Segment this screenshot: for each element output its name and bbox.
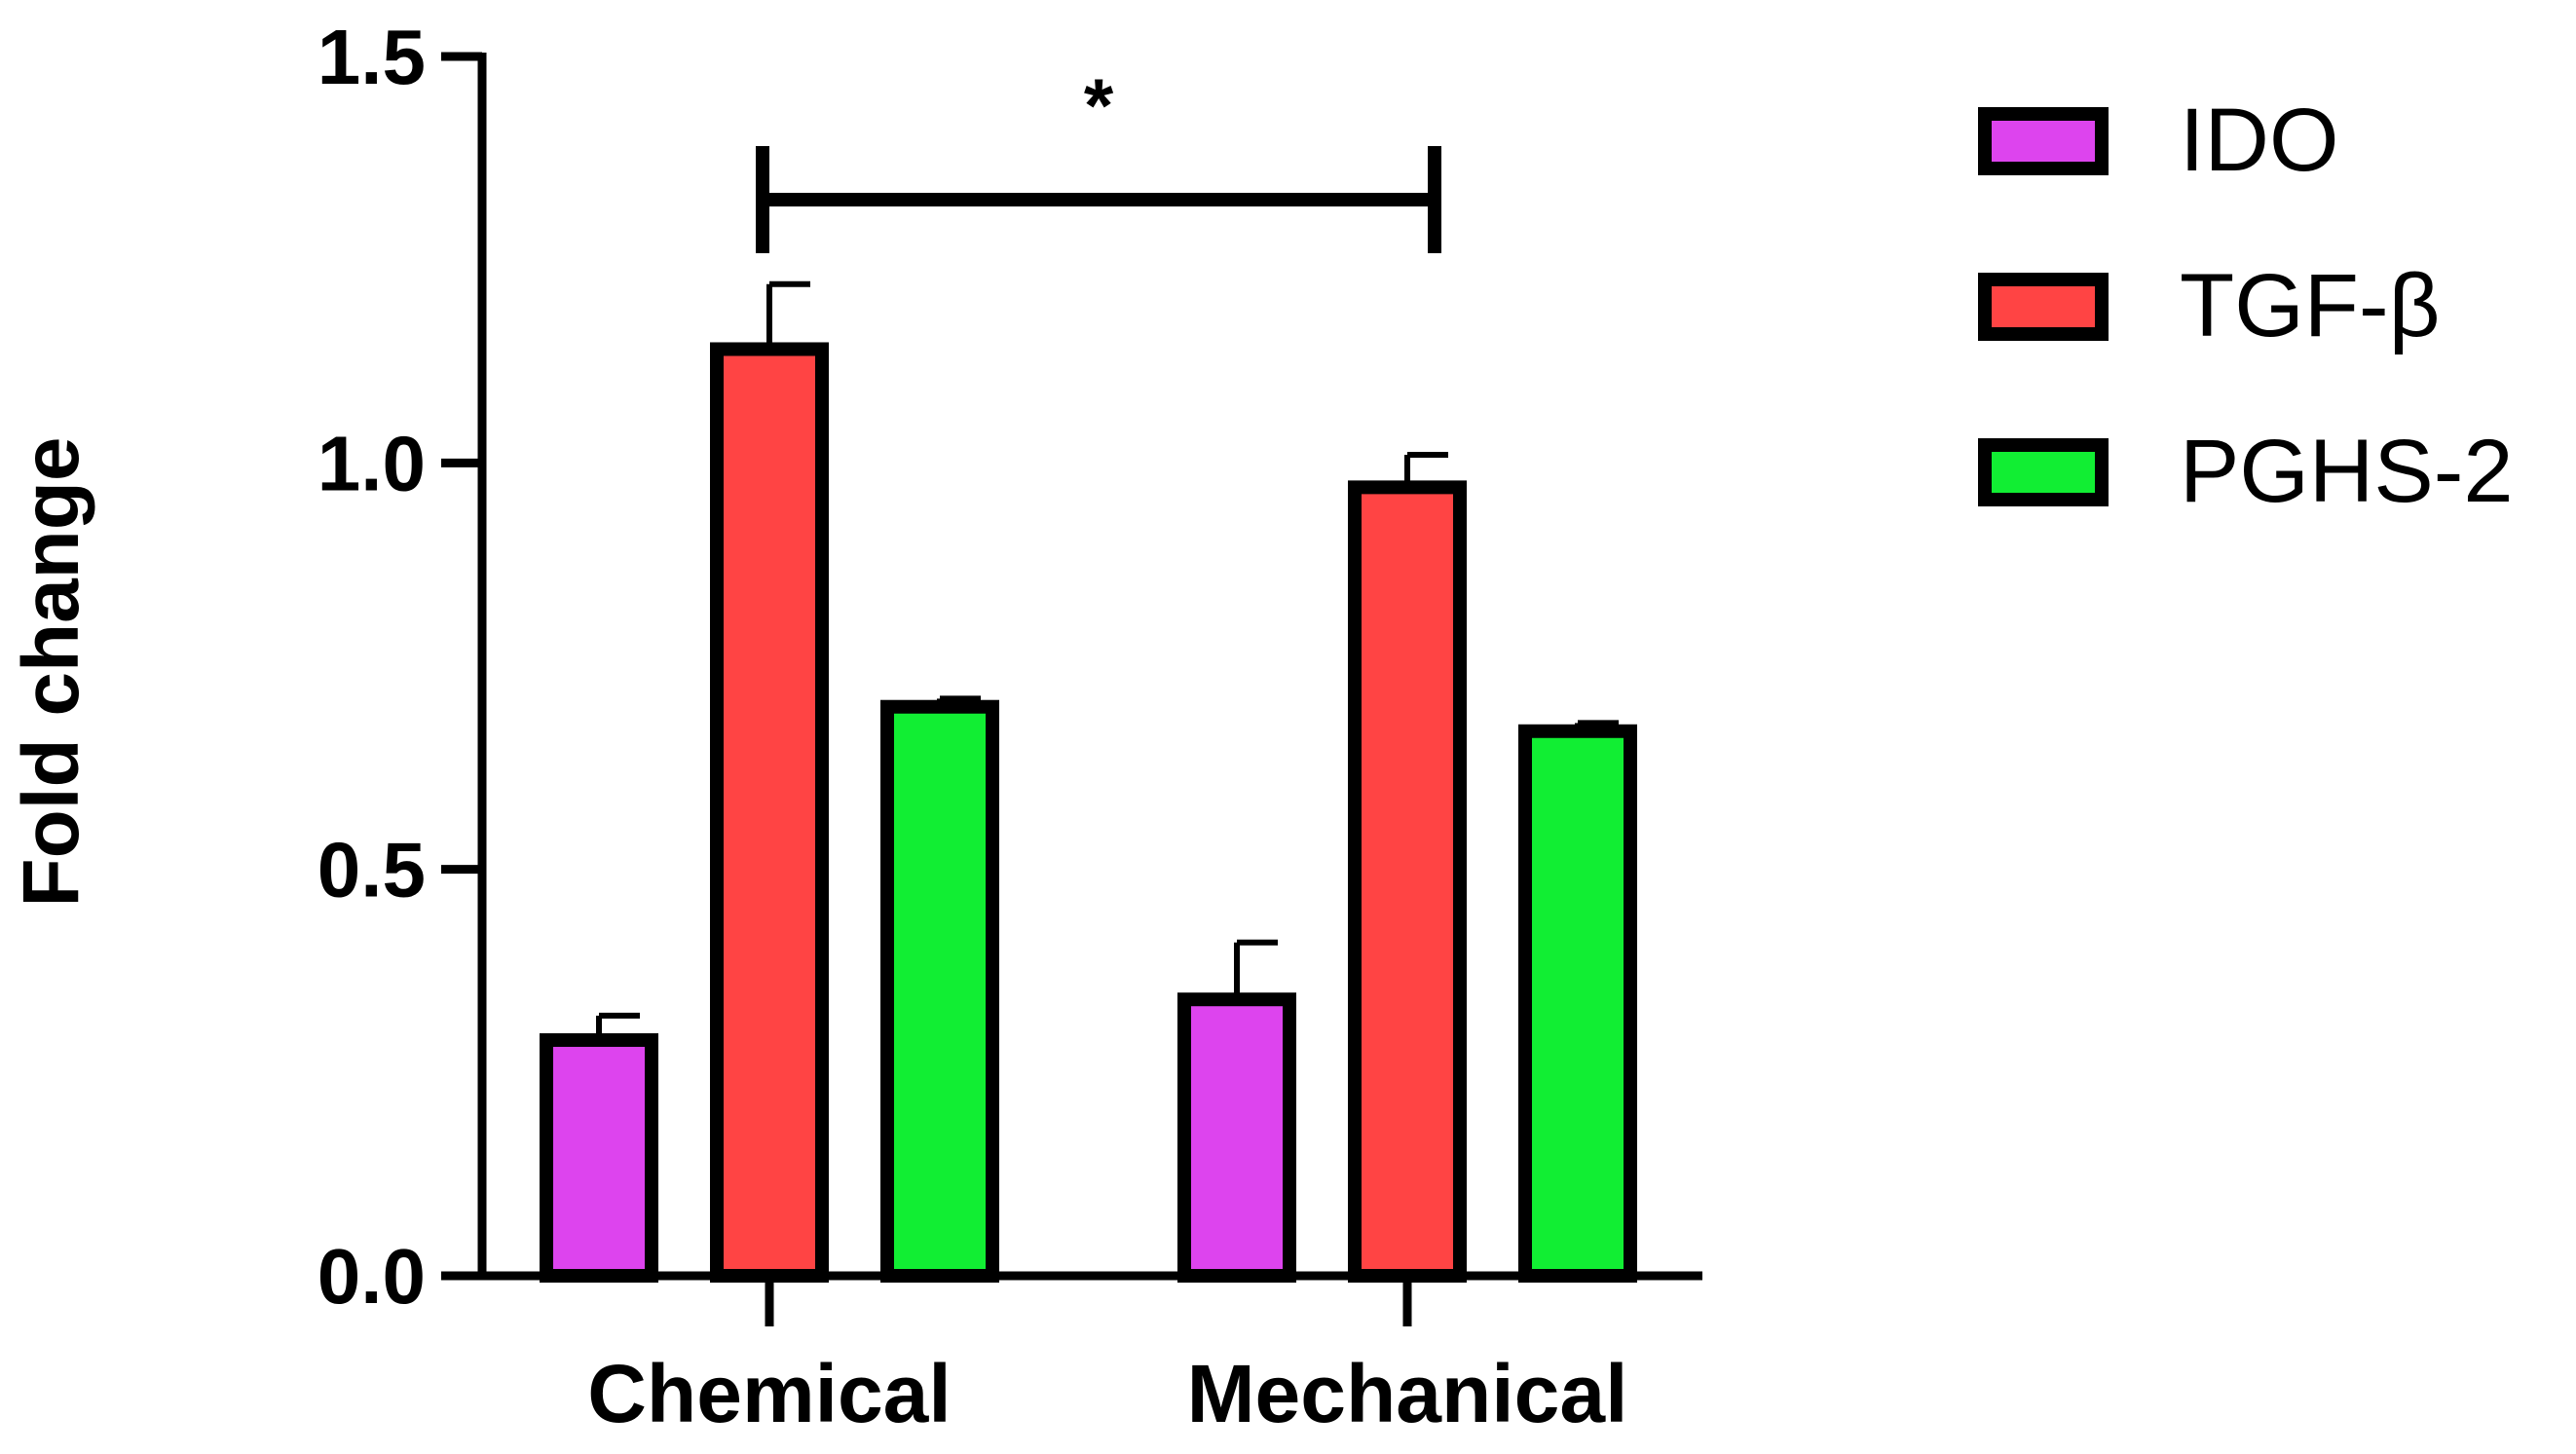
legend: IDO TGF-β PGHS-2	[1978, 91, 2514, 521]
axes-layer	[477, 53, 1702, 1281]
y-tick-label: 1.5	[317, 14, 426, 100]
bar	[540, 1032, 658, 1283]
legend-label: PGHS-2	[2180, 422, 2514, 521]
y-tick-label: 1.0	[317, 420, 426, 506]
legend-label: IDO	[2180, 91, 2339, 190]
bar	[1177, 992, 1296, 1284]
significance-bracket: *	[756, 62, 1441, 253]
error-bars-layer	[596, 280, 1619, 1040]
bars-layer	[540, 342, 1637, 1284]
y-tick-label: 0.5	[317, 827, 426, 913]
y-tick-label: 0.0	[317, 1233, 426, 1320]
bar	[710, 342, 829, 1284]
y-ticks-layer: 0.0 0.5 1.0 1.5	[317, 14, 482, 1320]
legend-swatch	[1978, 107, 2109, 175]
x-tick-label: Chemical	[587, 1348, 952, 1439]
x-ticks-layer: Chemical Mechanical	[587, 1276, 1627, 1439]
legend-swatch	[1978, 273, 2109, 341]
x-tick-label: Mechanical	[1187, 1348, 1628, 1439]
bar	[1518, 724, 1637, 1283]
bar	[880, 699, 999, 1283]
legend-swatch	[1978, 438, 2109, 506]
y-axis-label: Fold change	[7, 437, 95, 908]
significance-label: *	[1084, 62, 1114, 148]
legend-label: TGF-β	[2180, 256, 2441, 355]
bar	[1348, 480, 1467, 1283]
